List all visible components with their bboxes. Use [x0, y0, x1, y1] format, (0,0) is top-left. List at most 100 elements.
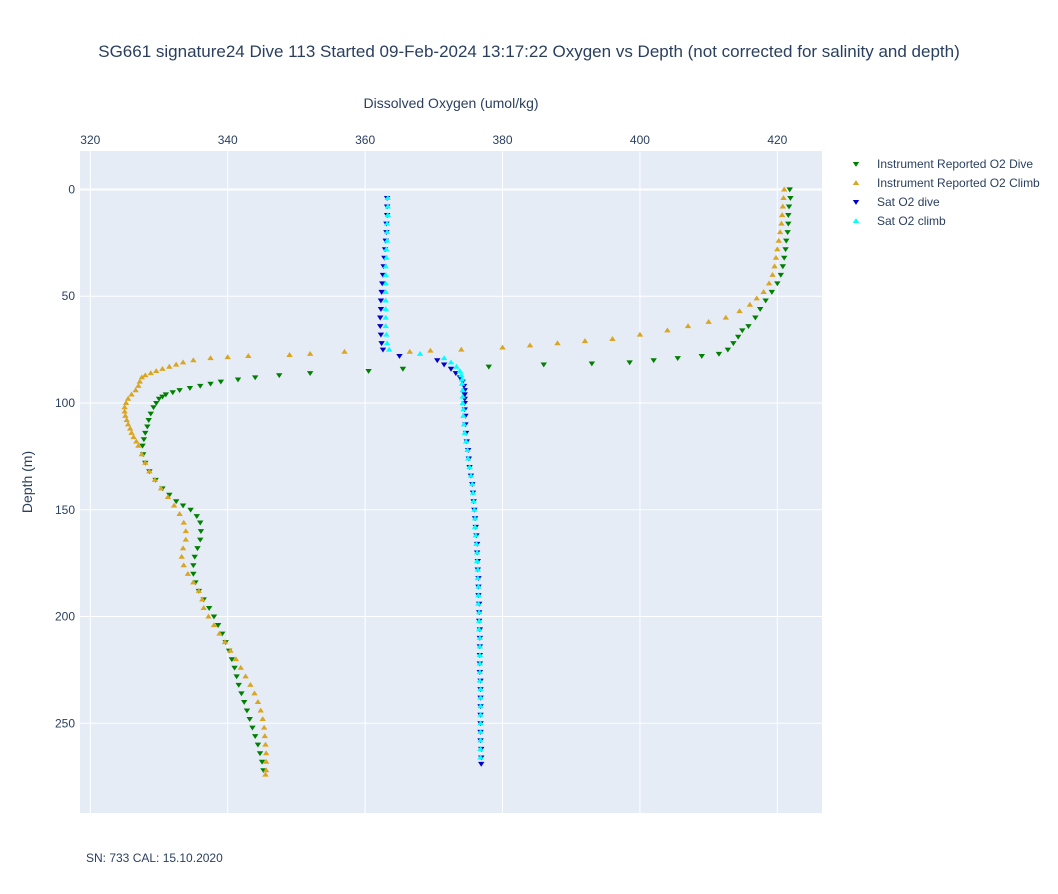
data-point: [459, 393, 466, 399]
legend-item[interactable]: Instrument Reported O2 Dive: [852, 157, 1034, 171]
data-point: [138, 451, 146, 457]
data-point: [382, 263, 389, 269]
data-point: [734, 334, 742, 340]
data-point: [182, 528, 190, 534]
data-point: [768, 289, 776, 295]
legend[interactable]: Instrument Reported O2 Dive Instrument Re…: [852, 157, 1040, 228]
data-point: [136, 378, 143, 384]
plot-area[interactable]: [80, 151, 822, 813]
data-point: [581, 338, 589, 344]
data-point: [140, 437, 148, 443]
data-point: [476, 635, 484, 640]
legend-label: Instrument Reported O2 Dive: [877, 157, 1033, 171]
data-point: [776, 229, 784, 235]
data-point: [142, 430, 149, 436]
x-tick-label: 420: [767, 133, 787, 147]
data-point: [170, 502, 178, 508]
data-point: [588, 361, 596, 367]
data-point: [784, 230, 791, 236]
data-point: [122, 400, 130, 406]
data-point: [153, 368, 160, 373]
data-point: [383, 246, 390, 252]
data-point: [787, 195, 794, 201]
data-point: [384, 195, 391, 200]
data-point: [182, 536, 190, 542]
data-point: [382, 297, 389, 303]
series-3: [382, 195, 484, 760]
data-point: [176, 511, 183, 517]
data-point: [474, 566, 481, 572]
data-point: [251, 690, 258, 696]
y-tick-label: 200: [55, 610, 75, 624]
data-point: [475, 583, 482, 589]
data-point: [780, 195, 787, 200]
data-point: [382, 314, 389, 320]
data-point: [774, 281, 781, 287]
data-point: [469, 489, 477, 495]
data-point: [254, 742, 262, 748]
data-point: [257, 707, 264, 713]
data-point: [124, 395, 132, 401]
data-point: [241, 699, 248, 705]
data-point: [247, 681, 254, 687]
data-point: [178, 553, 185, 559]
data-point: [243, 708, 251, 714]
data-point: [166, 492, 173, 498]
data-point: [477, 703, 484, 709]
data-point: [228, 657, 236, 663]
data-point: [458, 372, 465, 378]
data-point: [145, 418, 152, 423]
data-point: [485, 364, 492, 370]
legend-item[interactable]: Sat O2 dive: [852, 195, 940, 209]
data-point: [237, 664, 244, 670]
y-tick-label: 150: [55, 503, 75, 517]
data-point: [775, 237, 782, 243]
data-point: [179, 359, 187, 365]
data-point: [245, 353, 252, 359]
data-point: [477, 686, 484, 692]
data-point: [478, 761, 485, 767]
data-point: [475, 600, 482, 606]
data-point: [249, 725, 256, 731]
data-point: [785, 221, 792, 227]
data-point: [664, 327, 671, 333]
legend-item[interactable]: Instrument Reported O2 Climb: [852, 176, 1040, 190]
data-point: [385, 346, 393, 352]
data-point: [786, 187, 793, 193]
data-point: [147, 370, 154, 376]
data-point: [382, 306, 389, 312]
data-point: [781, 186, 788, 192]
data-point: [128, 430, 135, 435]
y-tick-label: 250: [55, 716, 75, 730]
legend-marker: [852, 199, 860, 205]
data-point: [782, 247, 789, 253]
data-point: [473, 549, 481, 555]
data-point: [259, 716, 266, 722]
data-point: [460, 421, 468, 427]
data-point: [139, 443, 146, 449]
data-point: [377, 332, 385, 338]
data-point: [172, 361, 180, 367]
data-point: [197, 537, 204, 543]
data-point: [130, 434, 137, 440]
y-tick-label: 100: [55, 396, 75, 410]
legend-item[interactable]: Sat O2 climb: [852, 214, 946, 228]
data-point: [458, 376, 466, 382]
data-point: [440, 362, 448, 368]
data-point: [377, 324, 384, 329]
data-point: [153, 400, 160, 406]
data-point: [197, 529, 205, 534]
data-point: [210, 614, 218, 620]
data-point: [774, 246, 781, 252]
data-point: [166, 363, 173, 369]
data-point: [477, 711, 484, 717]
calibration-note: SN: 733 CAL: 15.10.2020: [86, 851, 223, 865]
data-point: [169, 390, 176, 396]
series-1: [121, 186, 788, 777]
data-point: [262, 741, 269, 747]
data-point: [736, 308, 743, 314]
data-point: [650, 358, 657, 364]
data-point: [473, 558, 481, 564]
data-point: [526, 342, 534, 348]
data-point: [191, 554, 198, 560]
